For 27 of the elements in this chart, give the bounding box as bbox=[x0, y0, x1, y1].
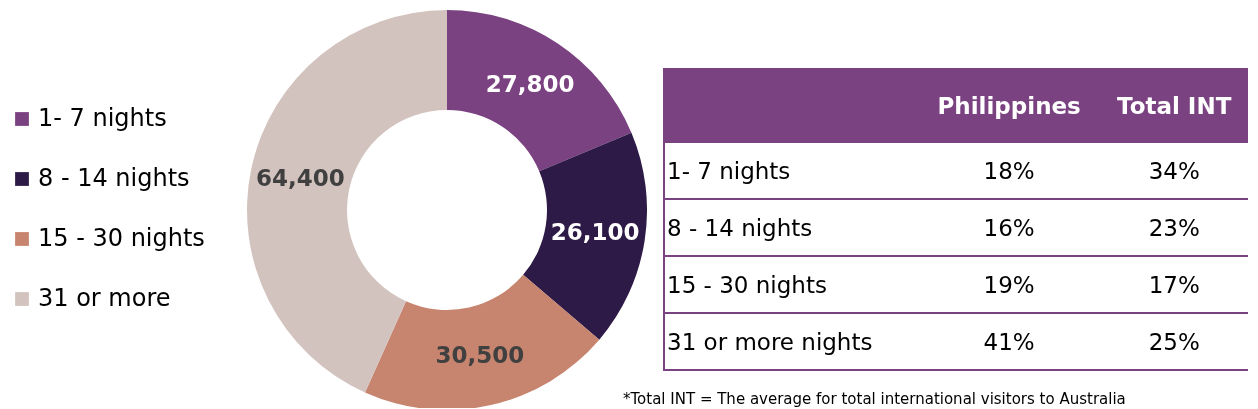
category-label: 8 - 14 nights bbox=[667, 214, 813, 241]
category-label: 31 or more nights bbox=[667, 328, 873, 355]
category-label: 1- 7 nights bbox=[667, 157, 791, 184]
legend-label: 31 or more bbox=[38, 284, 171, 312]
donut-slice bbox=[365, 274, 600, 408]
legend-label: 8 - 14 nights bbox=[38, 164, 190, 192]
text: 19% bbox=[983, 271, 1035, 298]
category-label: Total INT bbox=[1100, 68, 1248, 143]
category-label: 15 - 30 nights bbox=[667, 271, 827, 298]
text: 16% bbox=[983, 214, 1035, 241]
data-label: 27,800 bbox=[485, 71, 575, 98]
text: 17% bbox=[1148, 271, 1200, 298]
legend-label: 15 - 30 nights bbox=[38, 224, 205, 252]
legend-label: 1- 7 nights bbox=[38, 104, 167, 132]
data-label: 30,500 bbox=[435, 342, 525, 369]
donut-slice bbox=[523, 132, 647, 340]
text: *Total INT = The average for total international visitors to Australia bbox=[623, 390, 1126, 408]
data-label: 26,100 bbox=[550, 219, 640, 246]
donut-slice bbox=[447, 10, 632, 172]
data-label: 64,400 bbox=[255, 164, 345, 191]
text: 23% bbox=[1148, 214, 1200, 241]
category-label: Philippines bbox=[917, 68, 1101, 143]
text: 41% bbox=[983, 328, 1035, 355]
text: 34% bbox=[1148, 157, 1200, 184]
text: 18% bbox=[983, 157, 1035, 184]
text: 25% bbox=[1148, 328, 1200, 355]
table-header: Philippines Total INT bbox=[664, 68, 1248, 143]
